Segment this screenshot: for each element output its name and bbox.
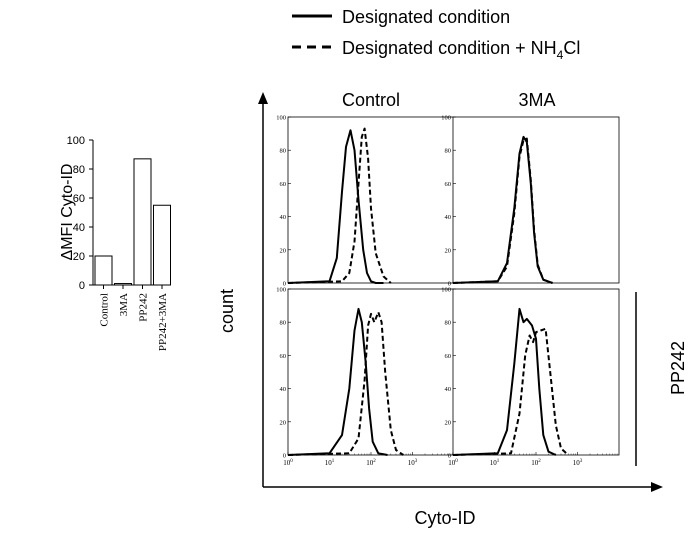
panel-y-tick-label: 60: [445, 353, 452, 360]
series-solid-curve: [287, 307, 388, 456]
panel-y-tick-label: 40: [280, 386, 287, 393]
series-dashed-curve: [287, 127, 392, 284]
histogram-grid: count Cyto-ID Control 3MA PP242 02040608…: [217, 90, 688, 528]
panel-x-tick-label: 103: [573, 459, 583, 467]
bar-chart-bars: [94, 158, 171, 286]
panel-x-tick-label: 101: [325, 459, 335, 467]
panel-y-tick-label: 0: [283, 453, 286, 460]
x-tick-exponent: 3: [580, 459, 583, 464]
bar-chart-ylabel: ΔMFI Cyto-ID: [59, 164, 76, 261]
bar-chart-y-tick-label: 40: [73, 222, 85, 234]
panel-y-tick-label: 40: [445, 214, 452, 221]
bar-chart: ΔMFI Cyto-ID 0 20 40 60 80 100 Control 3MA PP24…: [59, 135, 171, 351]
panel-x-tick-label: 101: [490, 459, 500, 467]
bar-chart-y-tick-label: 100: [67, 135, 85, 147]
panel-y-tick-label: 60: [280, 181, 287, 188]
x-tick-exponent: 1: [497, 459, 500, 464]
panel-y-tick-label: 20: [445, 247, 452, 254]
panel-y-tick-label: 40: [280, 214, 287, 221]
x-tick-base: 10: [325, 459, 333, 467]
bar-chart-x-tick-label: 3MA: [118, 293, 130, 316]
bar-control: [94, 255, 113, 286]
bar-pp242-3ma: [153, 204, 171, 286]
histogram-panel-r0-c0: 0 20 40 60 80 100: [276, 115, 455, 288]
legend-dashed-label-suffix: Cl: [563, 38, 580, 58]
x-tick-base: 10: [283, 459, 291, 467]
panel-y-tick-label: 100: [441, 287, 451, 294]
panel-x-tick-label: 102: [531, 459, 541, 467]
bar-chart-x-tick-label: PP242: [138, 293, 150, 322]
x-tick-exponent: 0: [290, 459, 293, 464]
panel-x-tick-label: 100: [448, 459, 458, 467]
bar-chart-y-tick-label: 20: [73, 251, 85, 263]
column-label-control: Control: [342, 90, 400, 110]
bar-chart-x-tick-label: PP242+3MA: [157, 293, 169, 351]
panel-frame: [452, 288, 620, 456]
panel-x-tick-label: 102: [366, 459, 376, 467]
grid-ylabel: count: [217, 289, 237, 333]
legend: Designated condition Designated conditio…: [292, 7, 580, 62]
panel-y-tick-label: 20: [280, 419, 287, 426]
grid-xlabel: Cyto-ID: [414, 508, 475, 528]
x-tick-base: 10: [408, 459, 416, 467]
panel-y-tick-label: 60: [280, 353, 287, 360]
panel-y-tick-label: 100: [276, 115, 286, 122]
panel-y-tick-label: 20: [445, 419, 452, 426]
panel-y-tick-label: 0: [448, 453, 451, 460]
grid-y-axis-arrowhead: [258, 92, 268, 104]
x-tick-exponent: 3: [415, 459, 418, 464]
grid-x-axis-arrowhead: [651, 482, 663, 492]
legend-dashed-label-sub: 4: [557, 48, 564, 62]
x-tick-base: 10: [448, 459, 456, 467]
series-dashed-curve: [452, 137, 553, 284]
x-tick-exponent: 2: [538, 459, 541, 464]
x-tick-base: 10: [573, 459, 581, 467]
panel-y-tick-label: 60: [445, 181, 452, 188]
column-label-3ma: 3MA: [518, 90, 555, 110]
panel-y-tick-label: 80: [280, 320, 287, 327]
bar-chart-y-tick-label: 80: [73, 164, 85, 176]
bar-chart-y-tick-label: 60: [73, 193, 85, 205]
panel-y-tick-label: 100: [441, 115, 451, 122]
panel-y-tick-label: 100: [276, 287, 286, 294]
row-label-pp242: PP242: [668, 341, 688, 395]
x-tick-base: 10: [366, 459, 374, 467]
histogram-panel-r0-c1: 0 20 40 60 80 100: [441, 115, 620, 288]
panel-y-tick-label: 0: [283, 281, 286, 288]
bar-3ma: [114, 283, 132, 286]
x-tick-exponent: 1: [332, 459, 335, 464]
panel-y-tick-label: 80: [445, 148, 452, 155]
bar-pp242: [133, 158, 152, 286]
bar-chart-y-tick-label: 0: [79, 280, 85, 292]
panel-y-tick-label: 20: [280, 247, 287, 254]
x-tick-exponent: 0: [455, 459, 458, 464]
panel-y-tick-label: 0: [448, 281, 451, 288]
panel-y-tick-label: 40: [445, 386, 452, 393]
legend-dashed-label-prefix: Designated condition + NH: [342, 38, 557, 58]
x-tick-exponent: 2: [373, 459, 376, 464]
bar-chart-x-tick-labels: Control 3MA PP242 PP242+3MA: [99, 285, 169, 351]
x-tick-base: 10: [490, 459, 498, 467]
x-tick-base: 10: [531, 459, 539, 467]
series-solid-curve: [452, 307, 557, 456]
bar-chart-y-ticks: 0 20 40 60 80 100: [67, 135, 93, 292]
panel-x-tick-label: 103: [408, 459, 418, 467]
series-dashed-curve: [452, 327, 569, 456]
legend-dashed-label: Designated condition + NH4Cl: [342, 38, 580, 62]
series-solid-curve: [287, 129, 384, 284]
panel-y-tick-label: 80: [445, 320, 452, 327]
panel-y-tick-label: 80: [280, 148, 287, 155]
bar-chart-x-tick-label: Control: [99, 293, 111, 327]
legend-solid-label: Designated condition: [342, 7, 510, 27]
panel-x-tick-label: 100: [283, 459, 293, 467]
